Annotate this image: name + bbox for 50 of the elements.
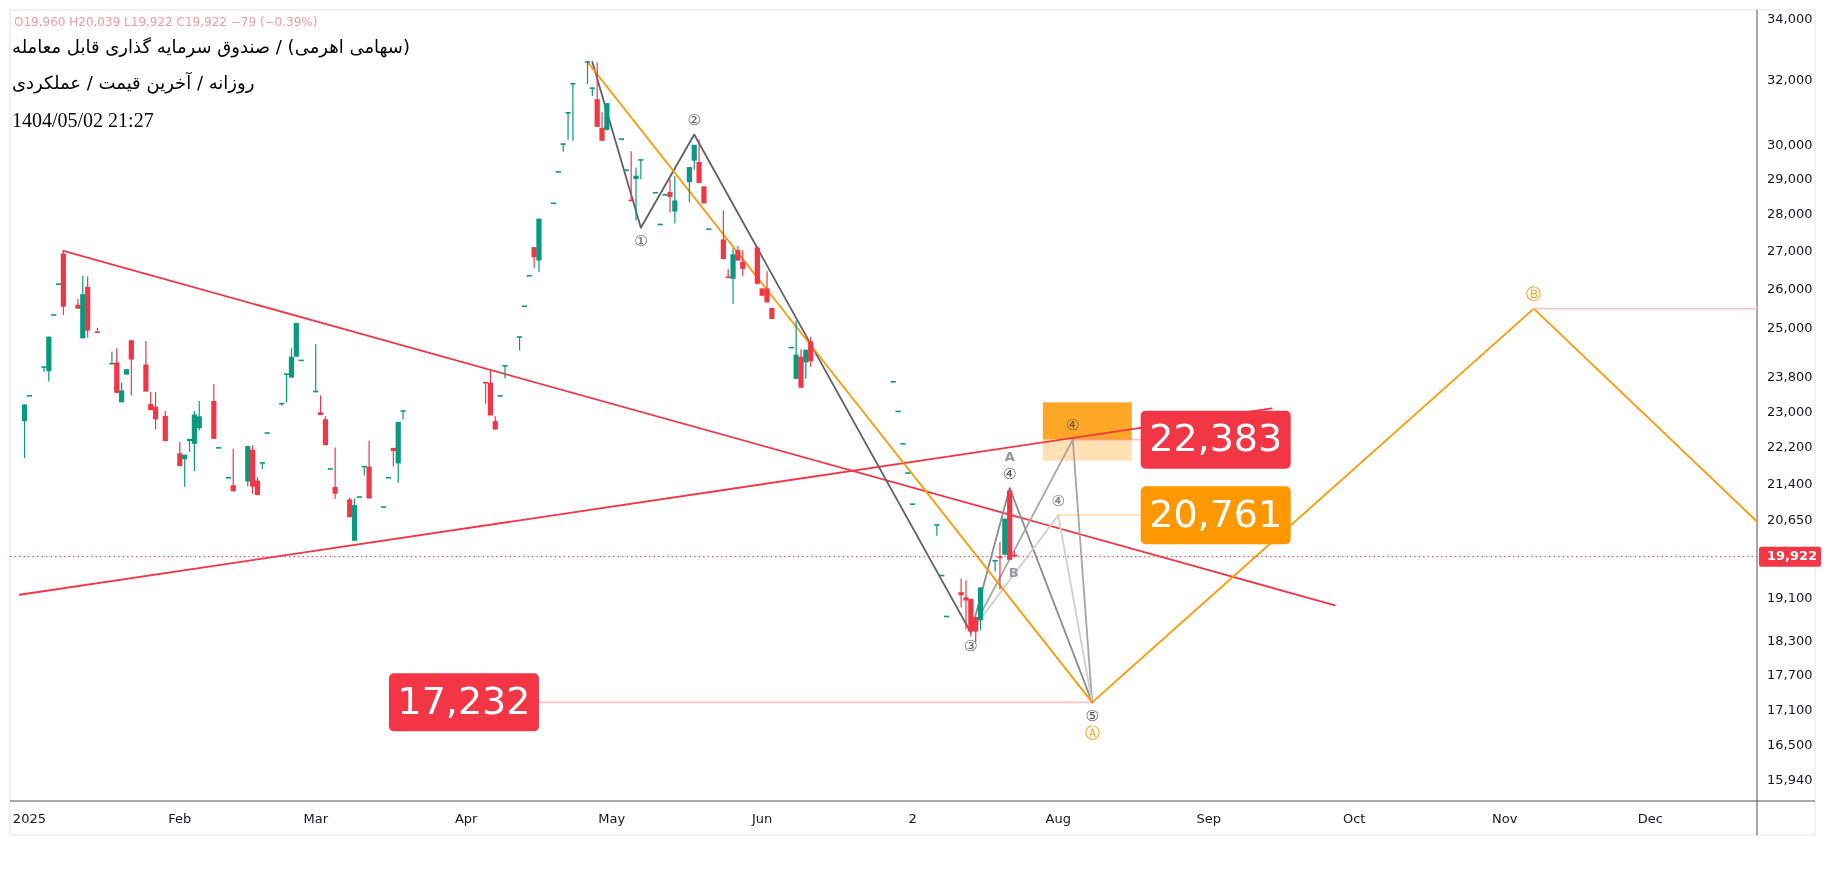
- y-tick-label: 25,000: [1767, 320, 1813, 336]
- y-tick-label: 28,000: [1767, 206, 1813, 222]
- data-label: 20,761: [1149, 491, 1283, 536]
- data-label: ④: [1051, 491, 1065, 510]
- x-tick-label: May: [598, 810, 626, 826]
- x-tick-label: Aug: [1045, 810, 1071, 826]
- y-tick-label: 26,000: [1767, 280, 1813, 296]
- x-tick-label: Nov: [1491, 810, 1518, 826]
- x-tick-label: Jun: [751, 810, 773, 826]
- y-tick-label: 34,000: [1767, 11, 1813, 27]
- x-tick-label: Sep: [1196, 810, 1221, 826]
- data-label: ②: [687, 110, 701, 129]
- annotation: O19,960 H20,039 L19,922 C19,922 −79 (−0.39%): [14, 14, 318, 29]
- annotation: A: [1004, 448, 1015, 464]
- annotation: 1404/05/02 21:27: [12, 108, 154, 131]
- y-tick-label: 21,400: [1767, 476, 1813, 492]
- ref-line-label: 19,922: [1767, 548, 1818, 564]
- data-label: ④: [1066, 416, 1080, 435]
- data-label: ⑤: [1085, 706, 1099, 725]
- data-label: ④: [1002, 464, 1017, 483]
- y-tick-label: 22,200: [1767, 439, 1813, 455]
- x-tick-label: Dec: [1637, 810, 1663, 826]
- x-tick-label: Apr: [454, 810, 479, 826]
- data-label: ①: [634, 232, 648, 251]
- data-label: Ⓐ: [1084, 723, 1100, 742]
- y-tick-label: 30,000: [1767, 136, 1813, 152]
- x-tick-label: 2025: [12, 810, 46, 826]
- y-tick-label: 16,500: [1767, 737, 1813, 753]
- text: (سهامی اهرمی) / صندوق سرمایه گذاری قابل معامله: [12, 36, 410, 58]
- y-tick-label: 32,000: [1767, 72, 1813, 88]
- data-label: Ⓑ: [1526, 285, 1542, 304]
- data-label: ③: [964, 637, 978, 656]
- data-label: 17,232: [397, 678, 531, 723]
- text: روزانه / آخرین قیمت / عملکردی: [12, 71, 255, 94]
- y-tick-label: 17,700: [1767, 666, 1813, 682]
- y-tick-label: 18,300: [1767, 633, 1813, 649]
- y-tick-label: 20,650: [1767, 512, 1813, 528]
- y-tick-label: 19,100: [1767, 590, 1813, 606]
- x-tick-label: 2: [908, 810, 917, 826]
- y-tick-label: 17,100: [1767, 701, 1813, 717]
- y-tick-label: 15,940: [1767, 772, 1813, 788]
- y-tick-label: 23,000: [1767, 403, 1813, 419]
- y-tick-label: 27,000: [1767, 242, 1813, 258]
- y-tick-label: 23,800: [1767, 369, 1813, 385]
- y-tick-label: 29,000: [1767, 170, 1813, 186]
- x-tick-label: Oct: [1342, 810, 1366, 826]
- x-tick-label: Mar: [303, 810, 329, 826]
- data-label: 22,383: [1149, 416, 1283, 461]
- x-tick-label: Feb: [168, 810, 192, 826]
- annotation: B: [1008, 565, 1019, 581]
